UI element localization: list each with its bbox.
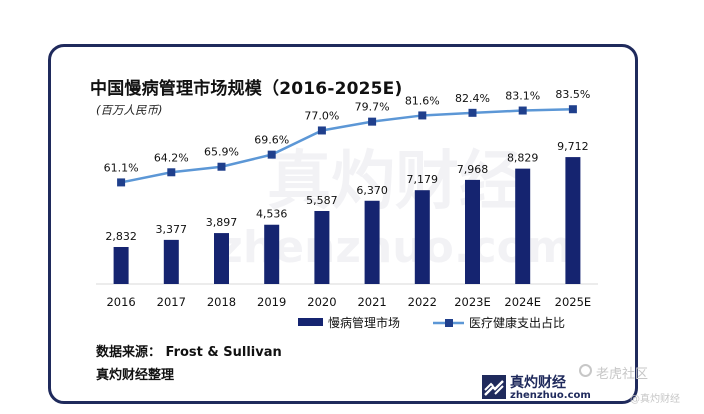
share-marker — [368, 117, 377, 126]
bar-value-label: 6,370 — [356, 184, 388, 197]
share-value-label: 82.4% — [455, 92, 490, 105]
bar — [314, 210, 330, 284]
share-value-label: 79.7% — [355, 101, 390, 114]
share-value-label: 61.1% — [104, 161, 139, 174]
bar-value-label: 2,832 — [105, 230, 137, 243]
x-tick-label: 2016 — [106, 295, 135, 309]
x-tick-label: 2024E — [504, 295, 541, 309]
share-marker — [468, 108, 477, 117]
bar-value-label: 8,829 — [507, 152, 539, 165]
legend-line-marker — [445, 319, 453, 327]
share-value-label: 83.5% — [555, 88, 590, 101]
watermark-text: 真灼财经 — [267, 145, 523, 219]
x-tick-label: 2019 — [257, 295, 286, 309]
bar — [465, 179, 480, 284]
share-marker — [217, 162, 226, 171]
logo-name: 真灼财经 — [510, 375, 566, 391]
share-line — [120, 107, 573, 184]
x-tick-label: 2018 — [207, 295, 236, 309]
share-value-label: 77.0% — [304, 109, 339, 122]
share-marker — [518, 106, 527, 115]
share-marker — [117, 178, 126, 187]
share-value-label: 64.2% — [154, 151, 189, 164]
bar-value-label: 4,536 — [256, 208, 288, 221]
compiler-note: 真灼财经整理 — [96, 368, 175, 383]
bar — [113, 246, 129, 284]
x-tick-label: 2021 — [357, 295, 386, 309]
community-watermark: 老虎社区 — [596, 367, 649, 382]
watermark: 真灼财经 zhenzhuo.com — [217, 145, 572, 273]
zhenzhuo-logo-icon — [482, 375, 506, 399]
share-marker — [418, 111, 427, 120]
bar-value-label: 9,712 — [557, 140, 589, 153]
bar-value-label: 5,587 — [306, 194, 338, 207]
share-marker — [317, 126, 326, 135]
data-source: 数据来源： Frost & Sullivan — [96, 345, 282, 360]
bar — [515, 168, 531, 284]
unit-label: (百万人民币) — [96, 103, 163, 117]
x-tick-label: 2017 — [157, 295, 186, 309]
bar-value-label: 7,968 — [457, 163, 489, 176]
bar — [163, 239, 179, 284]
share-value-label: 65.9% — [204, 146, 239, 159]
bar-value-label: 3,377 — [156, 223, 188, 236]
handle-watermark: @真灼财经 — [630, 394, 680, 405]
logo-url: zhenzhuo.com — [510, 390, 591, 401]
bar-value-label: 3,897 — [206, 216, 238, 229]
share-value-label: 81.6% — [405, 94, 440, 107]
share-marker — [167, 168, 176, 177]
tiger-community-icon — [579, 364, 592, 377]
bar-value-label: 7,179 — [407, 173, 439, 186]
share-value-label: 83.1% — [505, 90, 540, 103]
bar — [414, 190, 430, 284]
legend-label-share: 医疗健康支出占比 — [469, 315, 565, 330]
share-marker — [568, 105, 577, 114]
x-tick-label: 2025E — [555, 295, 592, 309]
share-value-label: 69.6% — [254, 134, 289, 147]
share-marker — [267, 150, 276, 159]
x-tick-label: 2023E — [454, 295, 491, 309]
x-tick-label: 2022 — [408, 295, 437, 309]
legend-label-market: 慢病管理市场 — [328, 315, 400, 330]
legend: 慢病管理市场 医疗健康支出占比 — [298, 315, 565, 330]
chart-card — [48, 44, 638, 404]
bar — [214, 233, 229, 284]
bar — [565, 157, 581, 284]
legend-bar-swatch — [298, 318, 323, 326]
chart-title: 中国慢病管理市场规模（2016-2025E) — [90, 79, 403, 99]
bar — [264, 224, 280, 284]
x-tick-label: 2020 — [307, 295, 336, 309]
bar — [364, 200, 380, 284]
